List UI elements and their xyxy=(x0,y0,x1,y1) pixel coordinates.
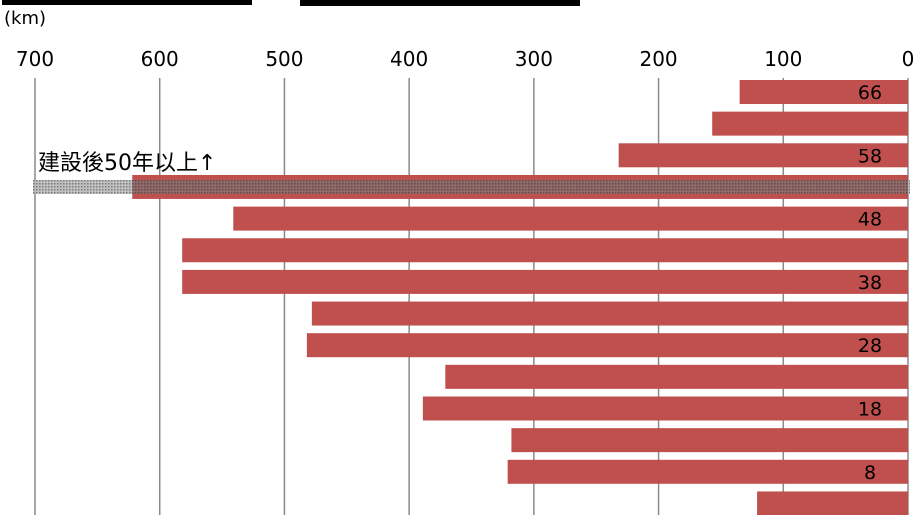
category-label: 28 xyxy=(858,335,882,357)
title-stub-decoration xyxy=(300,0,580,6)
bar xyxy=(712,111,908,136)
x-tick-label: 100 xyxy=(764,47,802,71)
x-tick-label: 0 xyxy=(902,47,915,71)
x-tick-label: 500 xyxy=(265,47,303,71)
header-bar-decoration xyxy=(2,0,252,5)
bar xyxy=(182,269,909,294)
unit-label: (km) xyxy=(4,8,46,29)
highlight-bar-overlay xyxy=(132,179,908,194)
bar xyxy=(739,80,908,104)
bar xyxy=(757,491,908,516)
bar xyxy=(422,396,908,421)
bar xyxy=(306,333,908,358)
bar xyxy=(233,206,908,231)
category-label: 48 xyxy=(858,209,882,231)
bar xyxy=(311,301,908,326)
bar xyxy=(507,459,908,484)
bar xyxy=(182,238,909,263)
category-label: 38 xyxy=(858,272,882,294)
highlight-band xyxy=(33,179,910,194)
highlight-label: 建設後50年以上↑ xyxy=(38,151,216,176)
x-tick-label: 700 xyxy=(16,47,54,71)
x-tick-label: 600 xyxy=(141,47,179,71)
x-tick-label: 300 xyxy=(515,47,553,71)
bar xyxy=(618,143,908,168)
category-label: 18 xyxy=(858,399,882,421)
bar xyxy=(511,428,908,453)
x-tick-label: 400 xyxy=(390,47,428,71)
category-label: 8 xyxy=(864,462,876,484)
bar xyxy=(445,364,908,389)
category-label: 66 xyxy=(858,82,882,104)
x-tick-label: 200 xyxy=(639,47,677,71)
category-label: 58 xyxy=(858,145,882,167)
